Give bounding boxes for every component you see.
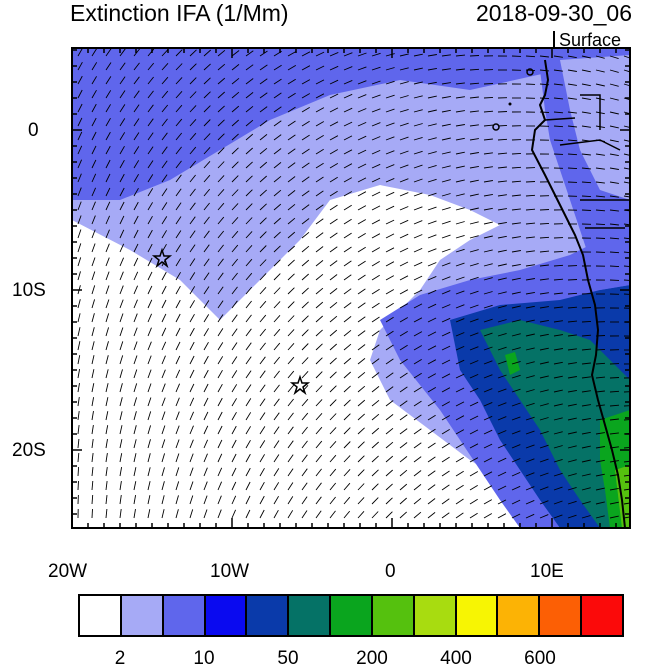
colorbar-swatch (331, 596, 373, 635)
colorbar-swatch (498, 596, 540, 635)
y-tick-label: 0 (28, 121, 39, 140)
colorbar-label: 600 (524, 650, 556, 667)
x-tick-label: 0 (385, 562, 396, 581)
colorbar-label: 200 (356, 650, 388, 667)
colorbar-swatch (457, 596, 499, 635)
colorbar-label: 2 (115, 650, 126, 667)
x-tick-label: 10W (210, 562, 249, 581)
colorbar-swatch (373, 596, 415, 635)
colorbar-swatch (415, 596, 457, 635)
colorbar-swatch (80, 596, 122, 635)
extinction-field (72, 48, 633, 528)
colorbar-label: 400 (440, 650, 472, 667)
x-tick-label: 20W (48, 562, 87, 581)
colorbar-swatch (289, 596, 331, 635)
colorbar-label: 10 (193, 650, 214, 667)
colorbar (78, 594, 624, 637)
colorbar-swatch (582, 596, 622, 635)
colorbar-swatch (247, 596, 289, 635)
colorbar-swatch (164, 596, 206, 635)
colorbar-swatch (540, 596, 582, 635)
x-tick-label: 10E (530, 562, 564, 581)
colorbar-swatch (206, 596, 248, 635)
colorbar-label: 50 (277, 650, 298, 667)
y-tick-label: 10S (12, 281, 46, 300)
y-tick-label: 20S (12, 441, 46, 460)
colorbar-swatch (122, 596, 164, 635)
